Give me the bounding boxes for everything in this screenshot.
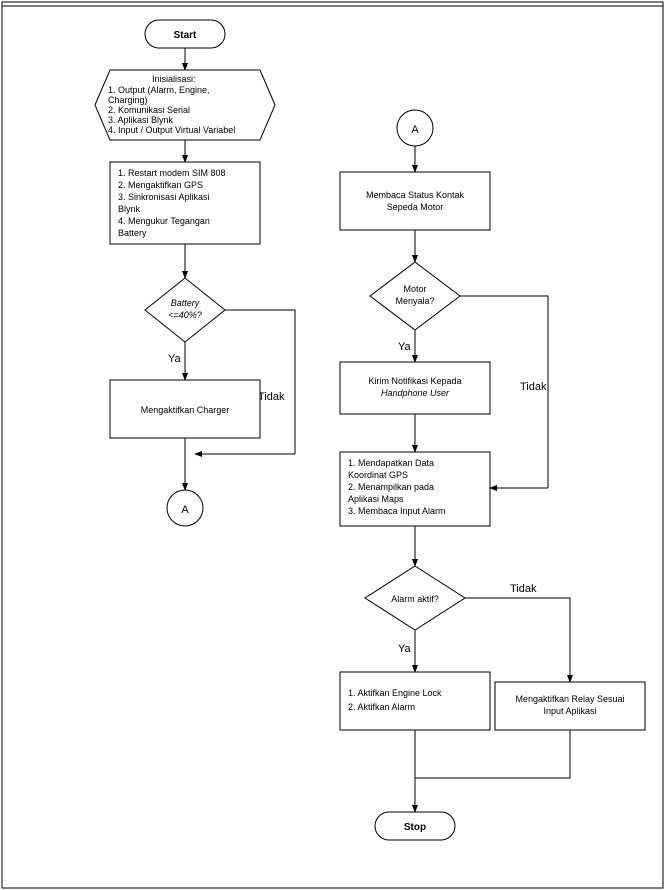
conn-a-left-label: A	[181, 504, 189, 516]
relay-l2: Input Aplikasi	[543, 706, 596, 716]
motor-tidak: Tidak	[520, 381, 547, 393]
connector-a-left: A	[167, 490, 203, 526]
alarm-label: Alarm aktif?	[391, 594, 439, 604]
alarm-decision: Alarm aktif?	[365, 566, 465, 630]
init-l3: 2. Komunikasi Serial	[108, 105, 190, 115]
gps-l1: 1. Mendapatkan Data	[348, 458, 434, 468]
setup-node: 1. Restart modem SIM 808 2. Mengaktifkan…	[110, 162, 260, 244]
gps-l3: 2. Menampilkan pada	[348, 482, 434, 492]
init-l5: 4. Input / Output Virtual Variabel	[108, 125, 235, 135]
notify-l1: Kirim Notifikasi Kepada	[368, 376, 461, 386]
motor-l2: Menyala?	[395, 296, 434, 306]
alarm-tidak: Tidak	[510, 583, 537, 595]
battery-decision: Battery <=40%?	[145, 278, 225, 342]
setup-l4: Blynk	[118, 204, 141, 214]
init-l1: 1. Output (Alarm, Engine,	[108, 85, 210, 95]
start-label: Start	[174, 30, 197, 41]
connector-a-right: A	[397, 110, 433, 146]
gps-l4: Aplikasi Maps	[348, 494, 404, 504]
battery-tidak: Tidak	[258, 391, 285, 403]
charger-label: Mengaktifkan Charger	[141, 405, 230, 415]
relay-l1: Mengaktifkan Relay Sesuai	[515, 694, 624, 704]
init-l4: 3. Aplikasi Blynk	[108, 115, 174, 125]
notify-node: Kirim Notifikasi Kepada Handphone User	[340, 362, 490, 414]
notify-l2: Handphone User	[381, 388, 450, 398]
init-title: Inisialisasi:	[152, 74, 196, 84]
motor-ya: Ya	[398, 341, 412, 353]
battery-ya: Ya	[168, 353, 182, 365]
setup-l2: 2. Mengaktifkan GPS	[118, 180, 203, 190]
setup-l6: Battery	[118, 228, 147, 238]
charger-node: Mengaktifkan Charger	[110, 380, 260, 438]
engine-l1: 1. Aktifkan Engine Lock	[348, 688, 442, 698]
engine-lock-node: 1. Aktifkan Engine Lock 2. Aktifkan Alar…	[340, 672, 490, 730]
flowchart: Start Inisialisasi: 1. Output (Alarm, En…	[0, 0, 665, 890]
battery-l1: Battery	[171, 298, 200, 308]
setup-l1: 1. Restart modem SIM 808	[118, 168, 226, 178]
init-l2: Charging)	[108, 95, 148, 105]
stop-node: Stop	[375, 812, 455, 840]
read-status-l2: Sepeda Motor	[387, 202, 444, 212]
start-node: Start	[145, 20, 225, 48]
stop-label: Stop	[404, 822, 426, 833]
motor-l1: Motor	[403, 284, 426, 294]
read-status-node: Membaca Status Kontak Sepeda Motor	[340, 172, 490, 230]
battery-l2: <=40%?	[168, 310, 202, 320]
gps-l5: 3. Membaca Input Alarm	[348, 506, 446, 516]
init-node: Inisialisasi: 1. Output (Alarm, Engine, …	[95, 70, 275, 140]
engine-l2: 2. Aktifkan Alarm	[348, 702, 415, 712]
conn-a-right-label: A	[411, 124, 419, 136]
setup-l3: 3. Sinkronisasi Aplikasi	[118, 192, 210, 202]
relay-node: Mengaktifkan Relay Sesuai Input Aplikasi	[495, 682, 645, 730]
alarm-ya: Ya	[398, 643, 412, 655]
gps-node: 1. Mendapatkan Data Koordinat GPS 2. Men…	[340, 452, 490, 526]
gps-l2: Koordinat GPS	[348, 470, 408, 480]
setup-l5: 4. Mengukur Tegangan	[118, 216, 210, 226]
read-status-l1: Membaca Status Kontak	[366, 190, 465, 200]
motor-decision: Motor Menyala?	[370, 262, 460, 330]
